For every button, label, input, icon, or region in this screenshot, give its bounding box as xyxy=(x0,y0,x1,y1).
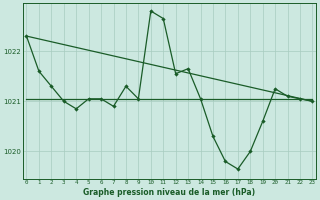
X-axis label: Graphe pression niveau de la mer (hPa): Graphe pression niveau de la mer (hPa) xyxy=(84,188,256,197)
